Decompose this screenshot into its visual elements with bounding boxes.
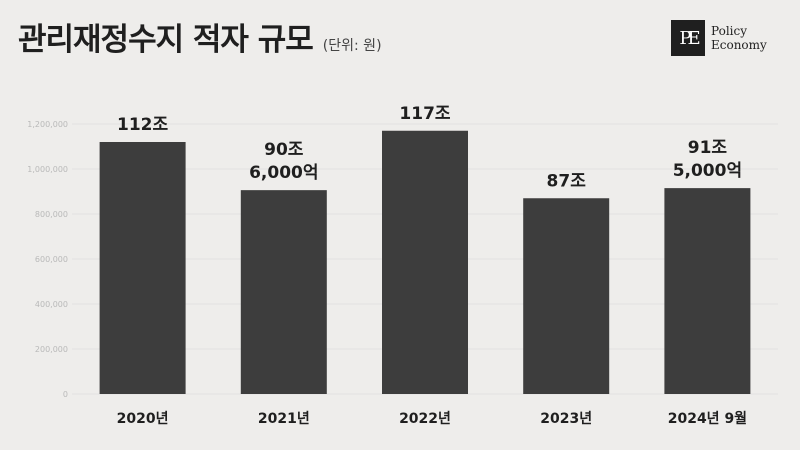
data-label: 117조 (399, 104, 450, 124)
bar (664, 188, 751, 394)
x-category-label: 2021년 (258, 411, 310, 427)
data-label: 6,000억 (249, 163, 318, 183)
bar (240, 190, 327, 394)
y-tick-label: 1,200,000 (27, 120, 68, 129)
logo-wordmark: Policy Economy (711, 24, 767, 52)
logo-line-1: Policy (711, 24, 747, 38)
bar (99, 142, 186, 394)
x-category-label: 2020년 (117, 411, 169, 427)
y-tick-label: 1,000,000 (27, 165, 68, 174)
x-category-label: 2022년 (399, 411, 451, 427)
y-tick-label: 600,000 (35, 255, 68, 264)
chart-title: 관리재정수지 적자 규모 (18, 22, 314, 58)
y-tick-label: 400,000 (35, 300, 68, 309)
y-tick-label: 800,000 (35, 210, 68, 219)
data-label: 90조 (264, 140, 304, 160)
unit-label: (단위: 원) (322, 38, 382, 54)
data-label: 87조 (547, 171, 587, 191)
data-label: 112조 (117, 115, 168, 135)
data-label: 5,000억 (673, 161, 742, 181)
y-tick-label: 0 (63, 390, 68, 399)
data-label: 91조 (688, 138, 728, 158)
policy-economy-logo: PE Policy Economy (671, 20, 767, 56)
bar (382, 130, 468, 394)
x-category-label: 2024년 9월 (668, 410, 747, 427)
logo-mark-text: PE (679, 27, 700, 49)
x-category-label: 2023년 (540, 411, 592, 427)
logo-mark-icon: PE (671, 20, 705, 56)
y-tick-label: 200,000 (35, 345, 68, 354)
bar (523, 198, 610, 394)
title-block: 관리재정수지 적자 규모 (단위: 원) (18, 14, 382, 59)
logo-line-2: Economy (711, 38, 767, 52)
